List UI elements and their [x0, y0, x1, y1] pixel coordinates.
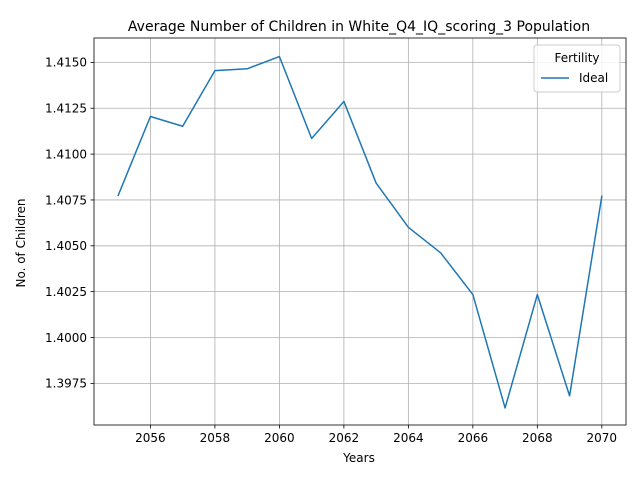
- y-tick-label: 1.4025: [45, 285, 87, 299]
- x-tick-label: 2058: [200, 431, 231, 445]
- y-tick-label: 1.4150: [45, 56, 87, 70]
- x-tick-label: 2068: [522, 431, 553, 445]
- x-tick-label: 2062: [329, 431, 360, 445]
- x-tick-label: 2060: [264, 431, 295, 445]
- x-tick-label: 2056: [135, 431, 166, 445]
- axes-layer: [93, 37, 627, 426]
- y-tick-label: 1.3975: [45, 377, 87, 391]
- x-axis-label: Years: [342, 451, 375, 465]
- y-axis-label: No. of Children: [14, 198, 28, 287]
- series-layer: [117, 55, 603, 409]
- grid-layer: [94, 38, 626, 425]
- y-tick-label: 1.4000: [45, 331, 87, 345]
- chart-title: Average Number of Children in White_Q4_I…: [128, 19, 590, 35]
- y-tick-label: 1.4125: [45, 102, 87, 116]
- legend-label-ideal: Ideal: [579, 71, 608, 85]
- legend: Fertility Ideal: [533, 44, 621, 93]
- legend-box: [533, 44, 621, 93]
- series-line-ideal: [117, 55, 603, 409]
- ticks-layer: 2056 2058 2060 2062 2064 2066 2068 2070 1.3975 1.…: [45, 56, 617, 445]
- x-tick-label: 2066: [458, 431, 489, 445]
- x-tick-label: 2064: [393, 431, 424, 445]
- legend-title: Fertility: [554, 51, 599, 65]
- x-tick-label: 2070: [587, 431, 618, 445]
- plot-frame: [93, 37, 627, 426]
- y-tick-label: 1.4050: [45, 239, 87, 253]
- y-tick-label: 1.4075: [45, 193, 87, 207]
- y-tick-label: 1.4100: [45, 147, 87, 161]
